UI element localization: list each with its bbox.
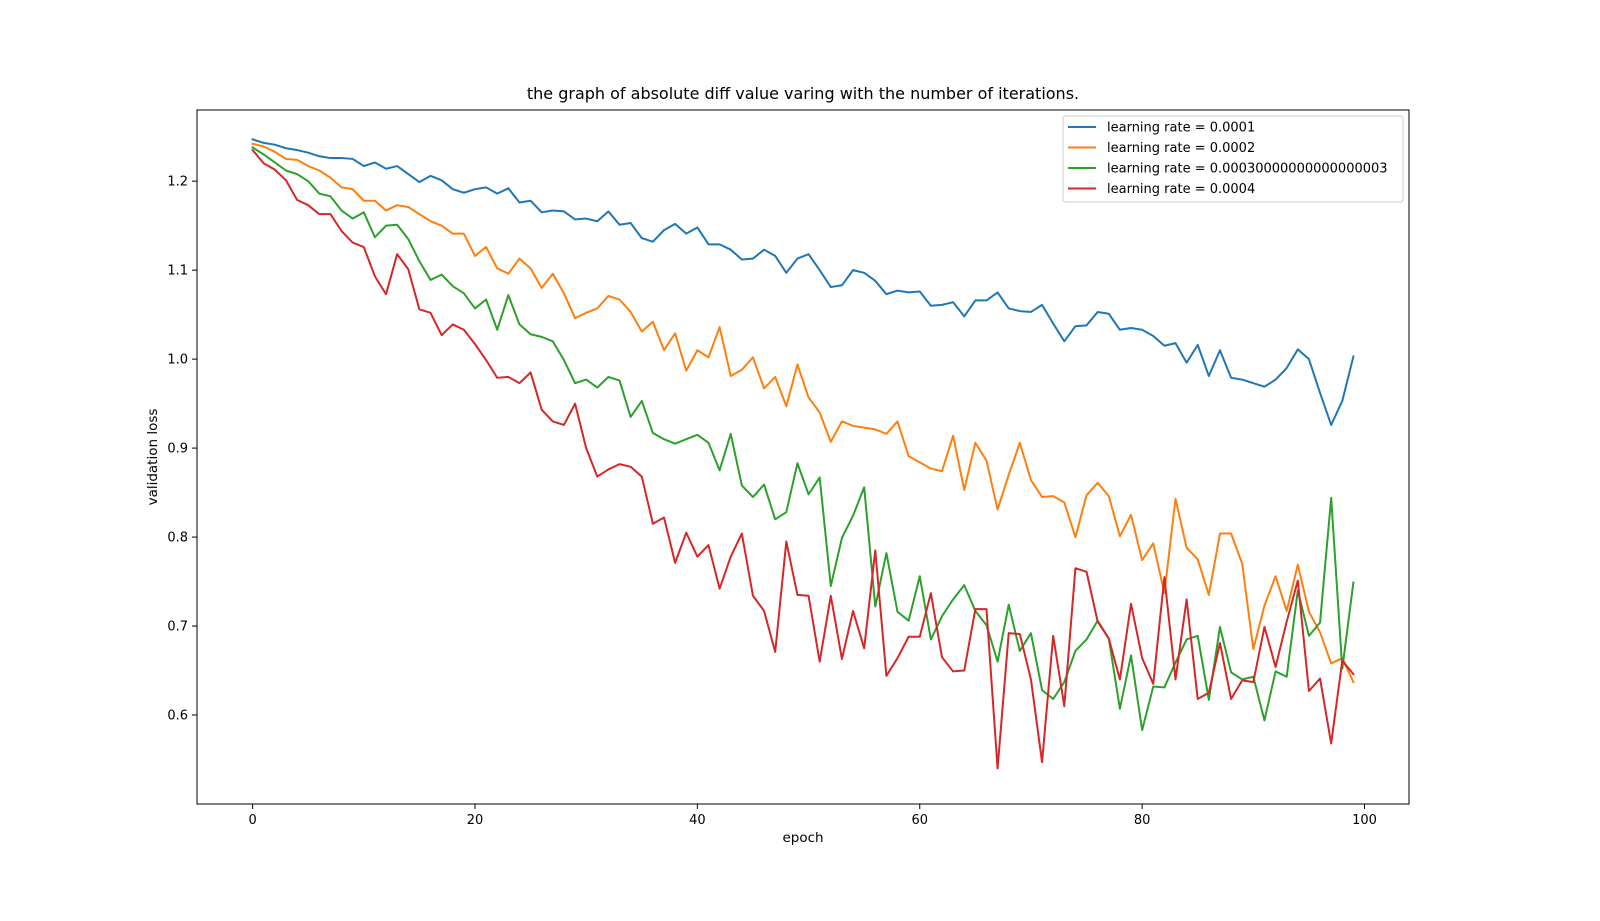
x-axis-ticks: 0 20 40 60 80 100 <box>248 804 1377 828</box>
y-axis-label: validation loss <box>145 409 161 506</box>
x-axis-label: epoch <box>782 830 823 846</box>
y-tick-label: 1.0 <box>167 353 188 368</box>
y-tick-label: 0.9 <box>167 442 188 457</box>
y-tick-label: 0.8 <box>167 531 188 546</box>
series-line-4 <box>251 148 1355 770</box>
x-tick-label: 40 <box>689 813 706 828</box>
legend-label-4: learning rate = 0.0004 <box>1107 182 1255 197</box>
x-tick-label: 100 <box>1352 813 1377 828</box>
x-tick-label: 60 <box>911 813 928 828</box>
series-line-1 <box>251 138 1355 426</box>
legend: learning rate = 0.0001 learning rate = 0.… <box>1062 115 1404 203</box>
legend-box <box>1062 115 1404 203</box>
y-tick-label: 0.7 <box>167 620 188 635</box>
y-tick-label: 0.6 <box>167 709 188 724</box>
legend-label-1: learning rate = 0.0001 <box>1107 121 1255 136</box>
legend-label-3: learning rate = 0.00030000000000000003 <box>1107 162 1388 177</box>
x-tick-label: 0 <box>248 813 256 828</box>
plot-frame <box>196 109 1410 805</box>
x-tick-label: 80 <box>1134 813 1151 828</box>
series-line-3 <box>251 145 1355 732</box>
y-tick-label: 1.2 <box>167 175 188 190</box>
legend-label-2: learning rate = 0.0002 <box>1107 141 1255 156</box>
plot-lines <box>251 138 1355 770</box>
x-tick-label: 20 <box>467 813 484 828</box>
chart-title: the graph of absolute diff value varing … <box>527 84 1079 103</box>
y-tick-label: 1.1 <box>167 264 188 279</box>
y-axis-ticks: 0.6 0.7 0.8 0.9 1.0 1.1 1.2 <box>167 175 197 724</box>
series-line-2 <box>251 142 1355 684</box>
